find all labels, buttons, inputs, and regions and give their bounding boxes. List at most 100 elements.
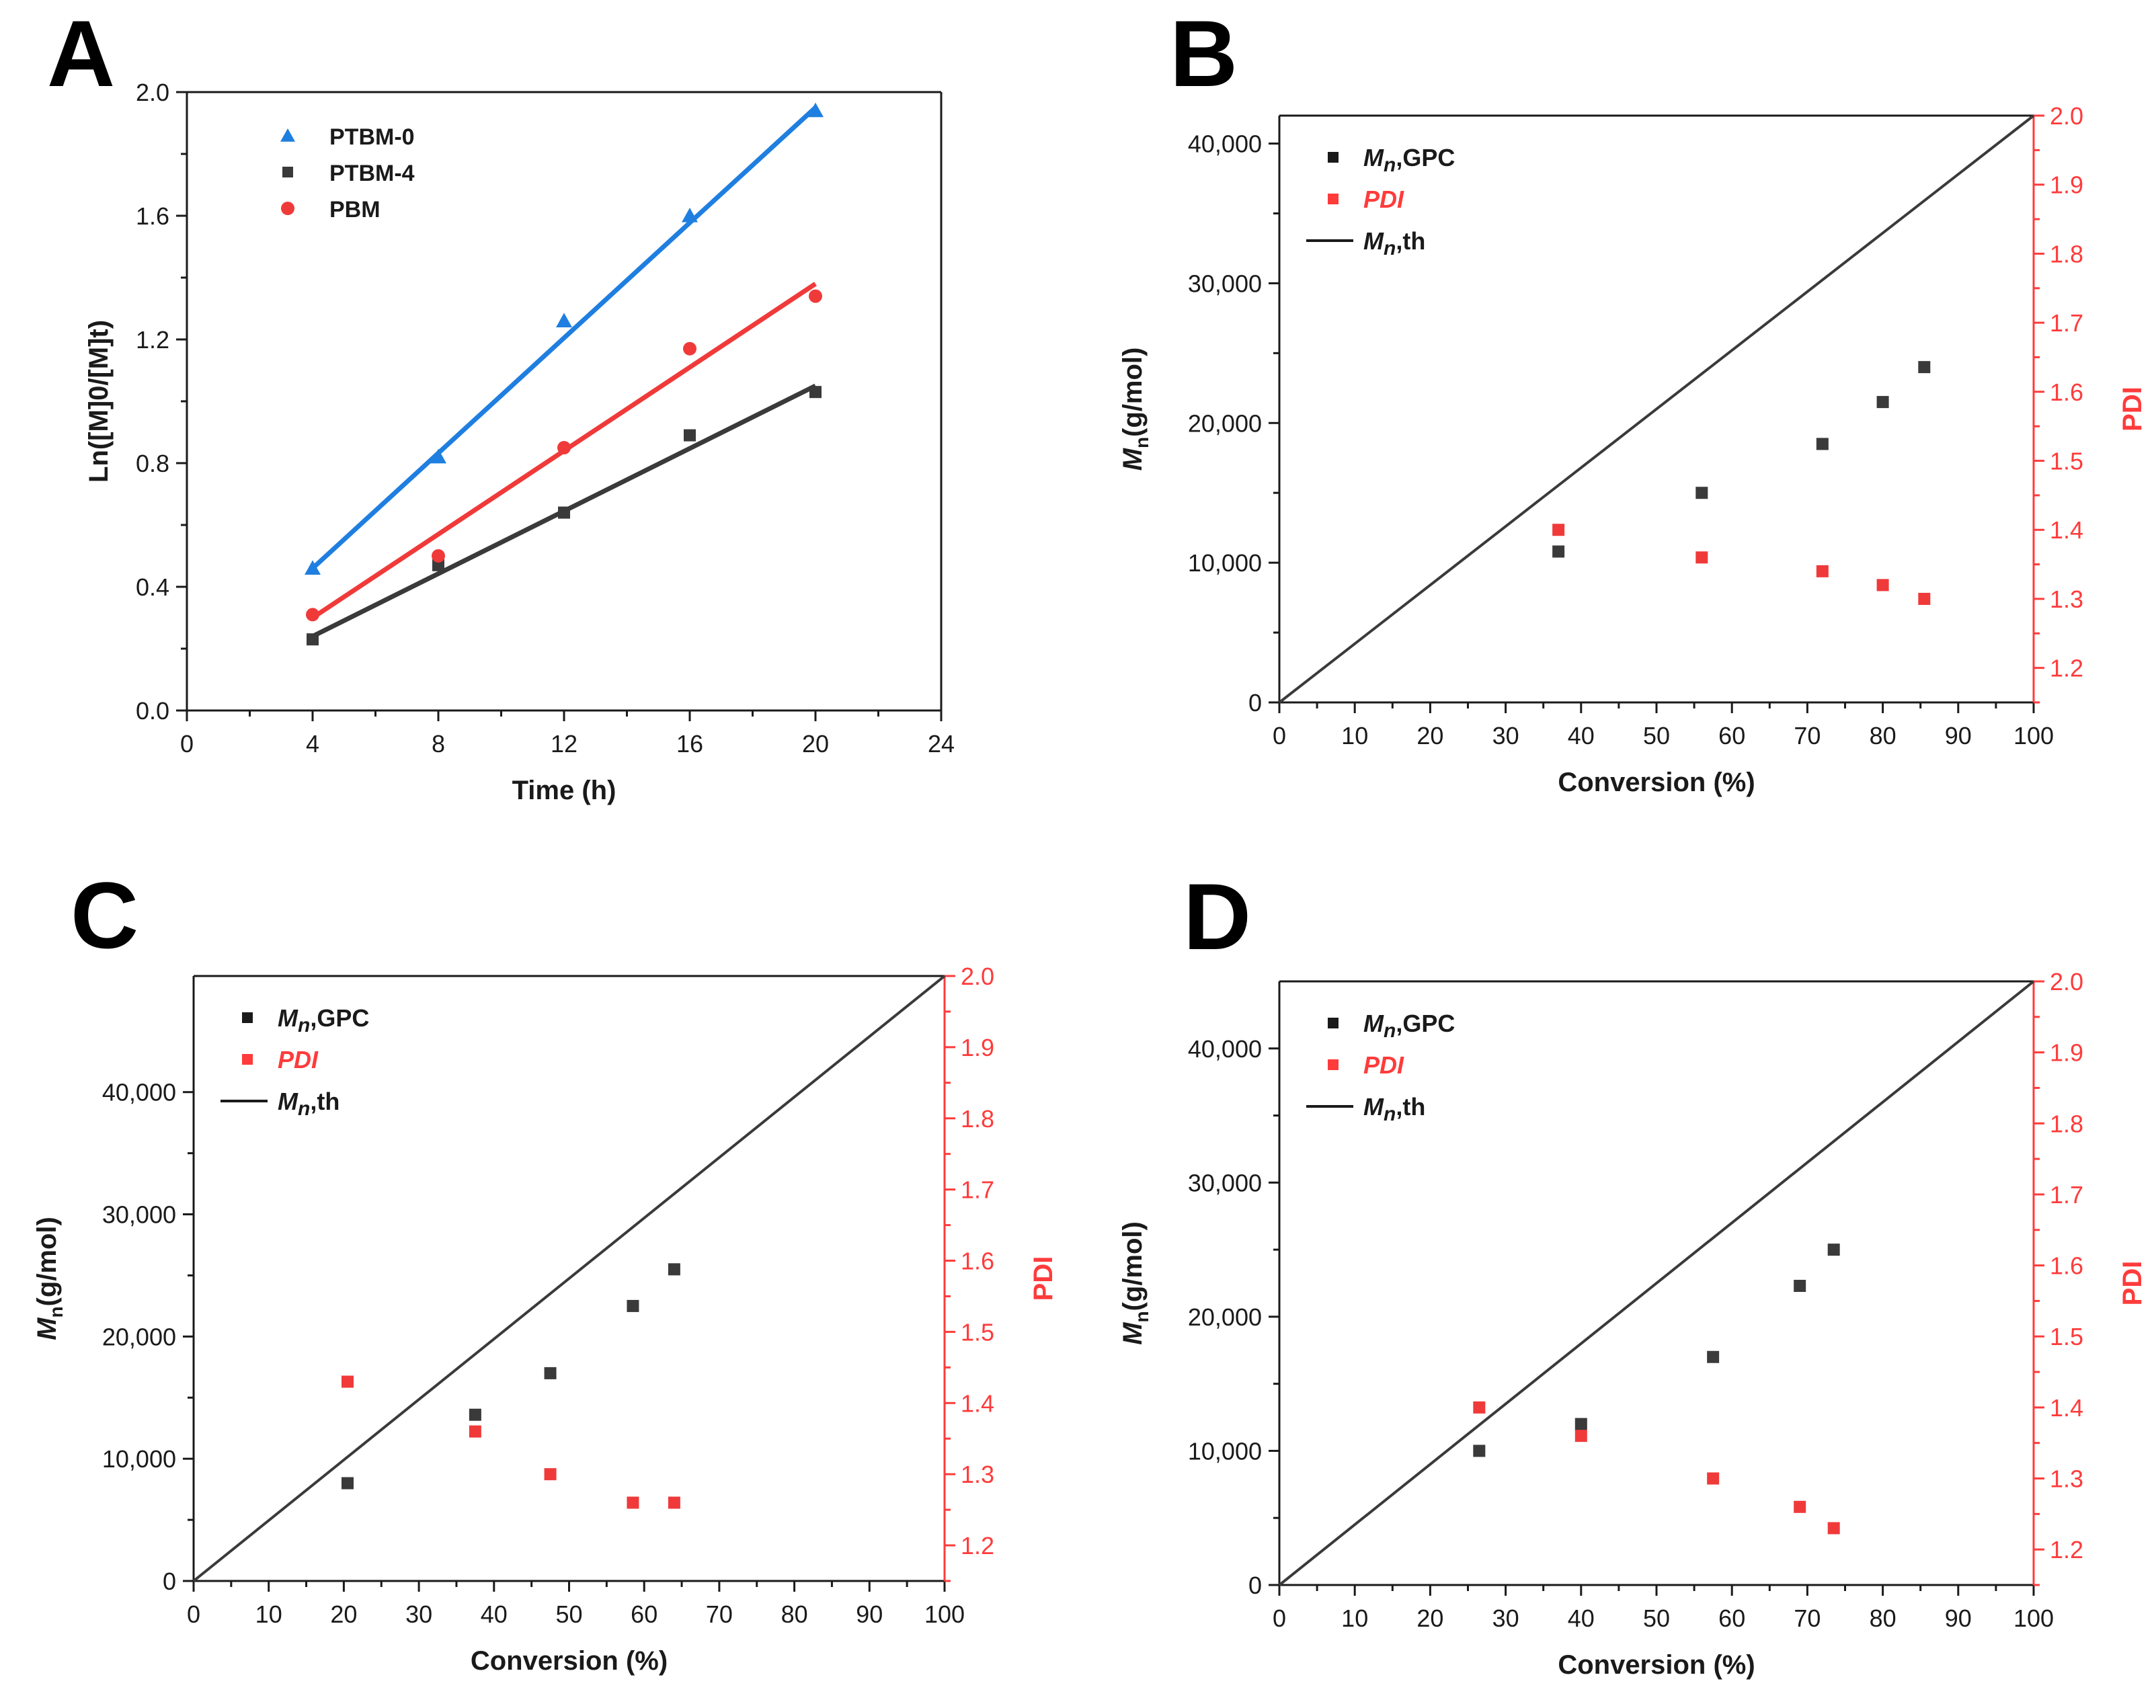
legend-label: Mn,th xyxy=(278,1088,340,1120)
data-point-mn-gpc xyxy=(1707,1350,1720,1363)
y-axis-title-subscript: n xyxy=(1131,437,1152,448)
y2-tick-label: 1.4 xyxy=(2050,1394,2083,1422)
x-tick-label: 40 xyxy=(1568,1604,1595,1632)
x-tick-label: 0 xyxy=(1273,1604,1286,1632)
data-point-mn-gpc xyxy=(1876,396,1889,409)
data-point-pdi xyxy=(627,1496,639,1509)
y-tick-label: 30,000 xyxy=(1188,270,1262,297)
data-point-pbm xyxy=(683,341,696,356)
panel-label-C: C xyxy=(71,862,138,968)
y2-axis-title: PDI xyxy=(2118,387,2147,432)
x-tick-label: 60 xyxy=(1718,1604,1745,1632)
data-point-pbm xyxy=(306,608,319,622)
x-tick-label: 60 xyxy=(1718,722,1745,749)
data-point-pdi xyxy=(1473,1401,1486,1414)
legend-label-suffix: ,GPC xyxy=(1396,1010,1455,1037)
data-point-mn-gpc xyxy=(627,1299,639,1312)
data-point-pdi xyxy=(1827,1522,1840,1535)
x-tick-label: 0 xyxy=(1273,722,1286,749)
y-axis-title-subscript: n xyxy=(1131,1311,1152,1322)
y2-tick-label: 2.0 xyxy=(2050,102,2083,130)
x-tick-label: 100 xyxy=(2013,722,2054,749)
x-tick-label: 30 xyxy=(405,1600,432,1628)
legend-label-subscript: n xyxy=(298,1098,310,1120)
x-tick-label: 50 xyxy=(555,1600,582,1628)
data-point-ptbm-4 xyxy=(684,429,696,442)
legend-marker-pdi xyxy=(1328,194,1339,204)
y-tick-label: 1.6 xyxy=(136,202,169,230)
y-tick-label: 40,000 xyxy=(102,1079,176,1106)
panel-label-B: B xyxy=(1170,1,1238,106)
data-point-mn-gpc xyxy=(1574,1418,1587,1430)
y2-tick-label: 1.2 xyxy=(2050,1536,2083,1563)
legend-label: Mn,GPC xyxy=(1363,144,1455,176)
data-point-ptbm-0 xyxy=(305,560,321,575)
legend-label-suffix: ,th xyxy=(1396,227,1425,255)
y-tick-label: 1.2 xyxy=(136,326,169,354)
y-tick-label: 0.8 xyxy=(136,450,169,477)
y-tick-label: 0.4 xyxy=(136,573,169,601)
fit-line-ptbm-0 xyxy=(311,106,817,570)
legend-label-symbol: M xyxy=(1363,1093,1384,1121)
data-point-pdi xyxy=(341,1375,354,1388)
data-point-ptbm-0 xyxy=(682,208,698,222)
x-tick-label: 0 xyxy=(187,1600,200,1628)
x-tick-label: 90 xyxy=(856,1600,883,1628)
chart-B: 0 10 20 30 40 50 60 70 80 90 100 0 10,000 20,000 30,00… xyxy=(1118,102,2147,797)
legend-label-symbol: PDI xyxy=(1363,1051,1404,1079)
y2-tick-label: 1.3 xyxy=(2050,585,2083,613)
data-point-mn-gpc xyxy=(1473,1445,1486,1457)
y2-axis-title: PDI xyxy=(2118,1261,2147,1306)
x-tick-label: 20 xyxy=(1416,1604,1443,1632)
legend-label-subscript: n xyxy=(298,1014,310,1036)
y-axis-title: Mn(g/mol) xyxy=(1118,1221,1152,1345)
legend-marker-pbm xyxy=(281,202,294,215)
y-tick-label: 0 xyxy=(1248,689,1262,717)
y2-tick-label: 1.3 xyxy=(2050,1465,2083,1493)
x-tick-label: 80 xyxy=(781,1600,808,1628)
data-point-ptbm-4 xyxy=(558,506,570,519)
legend-label: PBM xyxy=(329,197,381,222)
y-axis-title-unit: (g/mol) xyxy=(1118,348,1148,437)
legend-label-subscript: n xyxy=(1384,154,1396,176)
x-tick-label: 20 xyxy=(802,730,829,758)
data-point-pdi xyxy=(1918,592,1931,605)
legend-label: PTBM-4 xyxy=(329,161,415,186)
y2-tick-label: 1.4 xyxy=(961,1389,994,1417)
y-tick-label: 10,000 xyxy=(1188,1437,1262,1465)
data-point-mn-gpc xyxy=(1827,1244,1840,1256)
x-tick-label: 16 xyxy=(676,730,703,758)
y-tick-label: 20,000 xyxy=(1188,409,1262,437)
data-point-pdi xyxy=(1552,524,1565,536)
y-tick-label: 30,000 xyxy=(1188,1169,1262,1196)
y2-tick-label: 1.7 xyxy=(2050,309,2083,337)
legend-label: Mn,th xyxy=(1363,1093,1425,1125)
data-point-ptbm-4 xyxy=(307,633,319,646)
data-point-pbm xyxy=(557,441,571,454)
legend-marker-pdi xyxy=(242,1054,253,1065)
y-axis-title-symbol: M xyxy=(32,1317,62,1340)
y-tick-label: 40,000 xyxy=(1188,1035,1262,1063)
y2-tick-label: 1.2 xyxy=(961,1532,994,1559)
legend-label-symbol: M xyxy=(1363,227,1384,255)
y2-tick-label: 1.7 xyxy=(961,1176,994,1204)
y-axis-title: Mn(g/mol) xyxy=(1118,348,1152,471)
x-tick-label: 20 xyxy=(1416,722,1443,749)
y2-tick-label: 1.6 xyxy=(2050,378,2083,406)
x-axis-title: Time (h) xyxy=(512,776,616,805)
chart-D: 0 10 20 30 40 50 60 70 80 90 100 0 10,000 20,000 30,00… xyxy=(1118,968,2147,1680)
data-point-mn-gpc xyxy=(1816,438,1829,450)
y2-tick-label: 1.8 xyxy=(961,1105,994,1133)
data-point-mn-gpc xyxy=(1794,1279,1806,1292)
data-point-ptbm-0 xyxy=(807,102,824,118)
y2-tick-label: 1.9 xyxy=(961,1034,994,1061)
y-axis-title-unit: (g/mol) xyxy=(32,1217,62,1306)
x-tick-label: 10 xyxy=(1341,722,1368,749)
series-line-mn-th xyxy=(192,975,946,1582)
data-point-pdi xyxy=(1816,565,1829,577)
y2-tick-label: 1.5 xyxy=(961,1318,994,1346)
y2-tick-label: 1.2 xyxy=(2050,655,2083,682)
chart-C: 0 10 20 30 40 50 60 70 80 90 100 0 10,000 20,000 30,00… xyxy=(32,963,1058,1676)
